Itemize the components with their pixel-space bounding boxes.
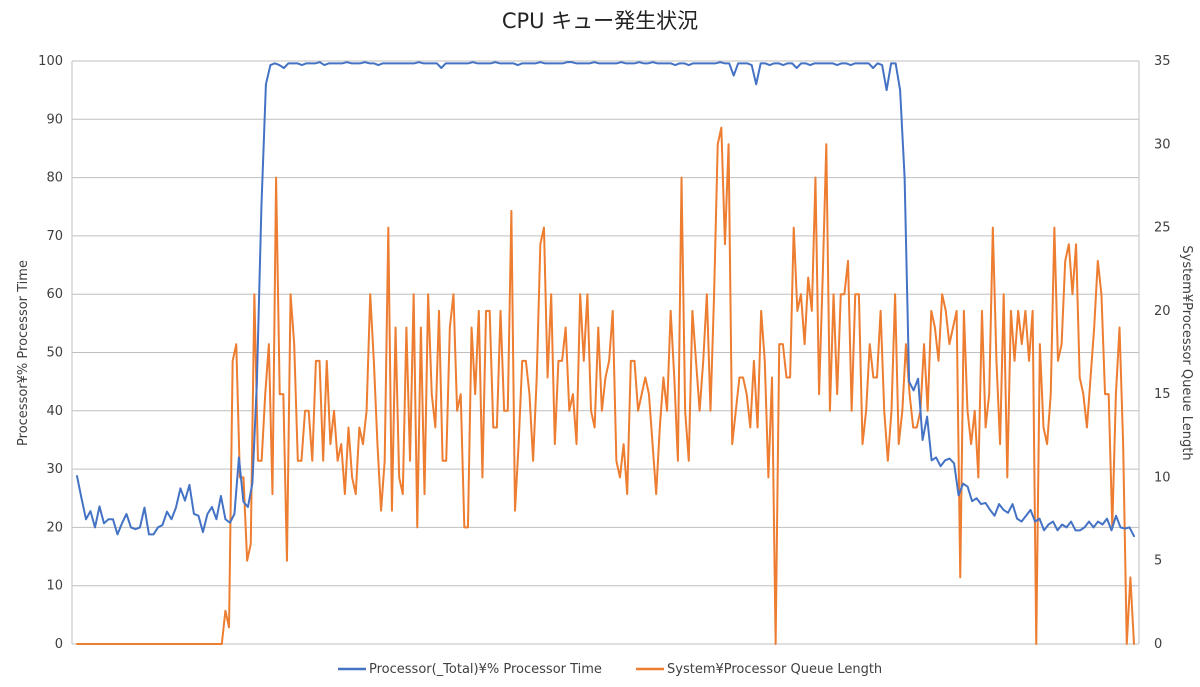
series-line-queue-length: [76, 126, 1135, 645]
right-tick-label: 20: [1154, 304, 1171, 319]
right-axis-ticks: 0 5 10 15 20 25 30 35: [1154, 54, 1171, 652]
legend-label: System¥Processor Queue Length: [667, 662, 882, 677]
gridlines: [72, 60, 1139, 645]
right-tick-label: 15: [1154, 387, 1171, 402]
left-tick-label: 50: [46, 346, 63, 361]
left-axis-ticks: 0 10 20 30 40 50 60 70 80 90 100: [38, 54, 63, 652]
legend-label: Processor(_Total)¥% Processor Time: [369, 662, 602, 677]
left-tick-label: 10: [46, 579, 63, 594]
left-tick-label: 40: [46, 404, 63, 419]
left-tick-label: 70: [46, 229, 63, 244]
legend: Processor(_Total)¥% Processor Time System…: [338, 662, 882, 677]
right-tick-label: 0: [1154, 637, 1162, 652]
left-tick-label: 100: [38, 54, 63, 69]
right-tick-label: 35: [1154, 54, 1171, 69]
axes: [71, 61, 1140, 644]
left-tick-label: 0: [55, 637, 63, 652]
left-tick-label: 80: [46, 171, 63, 186]
y-axis-label-left: Processor¥% Processor Time: [16, 260, 31, 446]
left-tick-label: 90: [46, 112, 63, 127]
left-tick-label: 30: [46, 462, 63, 477]
y-axis-label-right: System¥Processor Queue Length: [1179, 245, 1194, 460]
right-tick-label: 10: [1154, 470, 1171, 485]
right-tick-label: 5: [1154, 554, 1162, 569]
right-tick-label: 25: [1154, 221, 1171, 236]
left-tick-label: 20: [46, 520, 63, 535]
series-line-processor-time: [76, 61, 1135, 538]
right-tick-label: 30: [1154, 137, 1171, 152]
chart-title: CPU キュー発生状況: [502, 9, 698, 33]
series-layer: [76, 61, 1135, 645]
left-tick-label: 60: [46, 287, 63, 302]
